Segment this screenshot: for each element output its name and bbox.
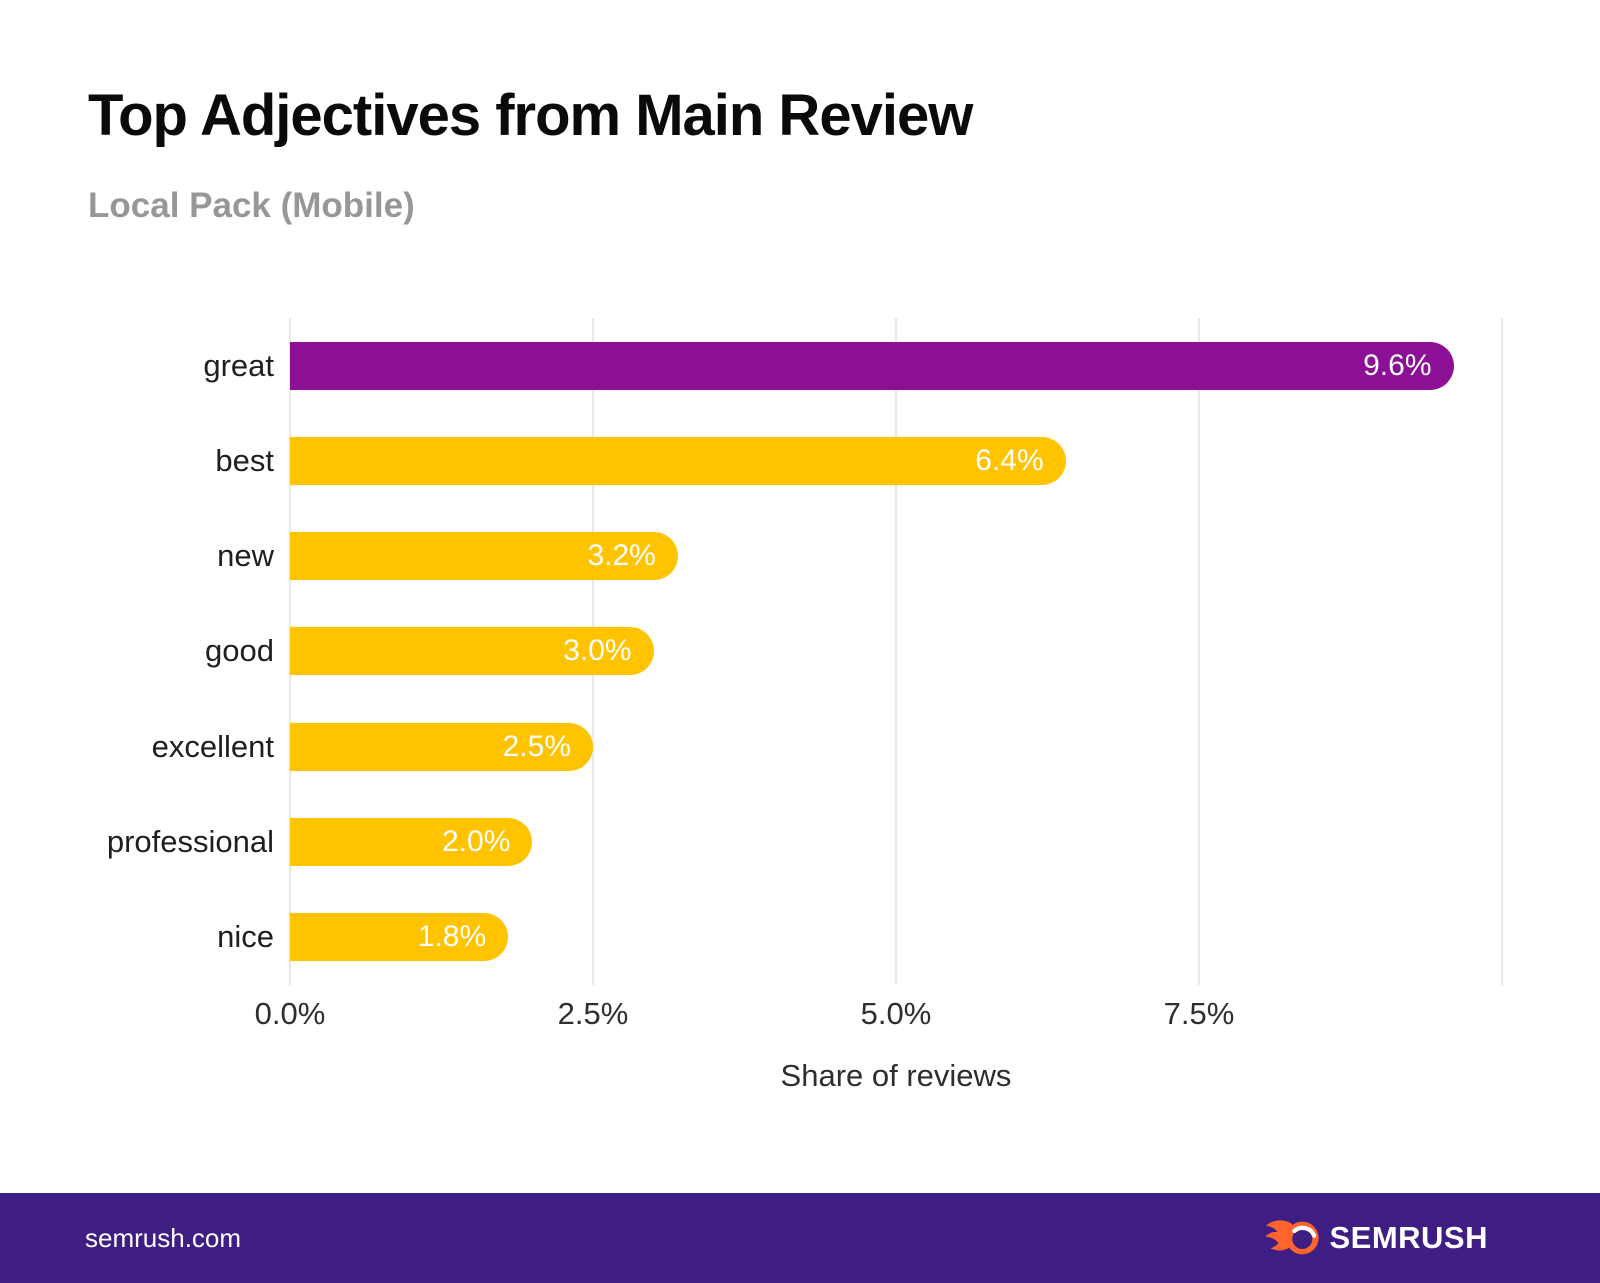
x-tick-label-5.0%: 5.0% [860,996,932,1031]
bar-row-great: great 9.6% [203,318,1502,413]
bar-value-label-excellent: 2.5% [502,729,571,763]
category-label-excellent: excellent [151,728,274,764]
page-title: Top Adjectives from Main Review [88,83,973,148]
semrush-flame-icon [1264,1216,1320,1260]
bar-nice: 1.8% [290,913,509,962]
bar-professional: 2.0% [290,818,533,867]
category-label-professional: professional [106,824,274,860]
site-url: semrush.com [85,1222,242,1253]
category-label-good: good [205,633,274,669]
category-label-great: great [203,347,274,383]
x-axis-title: Share of reviews [780,1058,1012,1093]
bar-row-professional: professional 2.0% [107,794,1502,889]
footer-bar: semrush.com SEMRUSH [0,1193,1600,1283]
bar-value-label-best: 6.4% [975,443,1044,477]
category-label-new: new [217,538,274,574]
gridline-7.5 [1198,318,1200,985]
category-label-nice: nice [217,919,274,955]
x-tick-label-7.5%: 7.5% [1163,996,1235,1031]
bar-value-label-professional: 2.0% [442,825,511,859]
x-tick-label-0.0%: 0.0% [254,996,326,1031]
x-tick-label-2.5%: 2.5% [557,996,629,1031]
bar-row-best: best 6.4% [215,413,1502,508]
bar-value-label-nice: 1.8% [417,920,487,954]
gridline-10 [1501,318,1503,985]
semrush-wordmark: SEMRUSH [1329,1220,1488,1255]
bar-value-label-new: 3.2% [587,539,656,573]
category-label-best: best [215,442,274,478]
page-subtitle: Local Pack (Mobile) [88,186,415,225]
gridline-5 [895,318,897,985]
x-axis-ticks: 0.0% 2.5% 5.0% 7.5% [255,996,1502,1036]
bar-row-nice: nice 1.8% [217,890,1502,985]
bar-best: 6.4% [290,436,1066,485]
bar-excellent: 2.5% [290,722,593,771]
semrush-logo: SEMRUSH [1264,1216,1488,1260]
bar-row-good: good 3.0% [205,604,1502,699]
bar-new: 3.2% [290,532,678,581]
bar-row-excellent: excellent 2.5% [152,699,1502,794]
bar-row-new: new 3.2% [217,509,1502,604]
bar-value-label-great: 9.6% [1363,348,1432,382]
bar-great: 9.6% [290,341,1454,390]
bar-chart-plot-area: great 9.6% best 6.4% new 3.2% good 3.0% excellen… [107,318,1503,985]
bar-good: 3.0% [290,627,654,676]
bar-value-label-good: 3.0% [563,634,632,668]
